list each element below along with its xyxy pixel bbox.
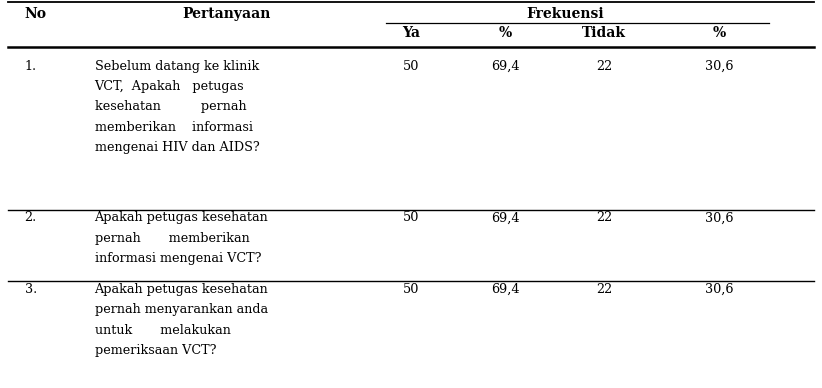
Text: 22: 22: [596, 211, 612, 225]
Text: Apakah petugas kesehatan: Apakah petugas kesehatan: [95, 211, 268, 225]
Text: %: %: [713, 26, 726, 40]
Text: 50: 50: [403, 283, 419, 296]
Text: %: %: [499, 26, 512, 40]
Text: memberikan    informasi: memberikan informasi: [95, 121, 252, 134]
Text: Pertanyaan: Pertanyaan: [182, 7, 270, 21]
Text: 22: 22: [596, 283, 612, 296]
Text: Frekuensi: Frekuensi: [526, 7, 604, 21]
Text: informasi mengenai VCT?: informasi mengenai VCT?: [95, 252, 261, 265]
Text: mengenai HIV dan AIDS?: mengenai HIV dan AIDS?: [95, 141, 259, 154]
Text: 2.: 2.: [25, 211, 37, 225]
Text: Apakah petugas kesehatan: Apakah petugas kesehatan: [95, 283, 268, 296]
Text: 1.: 1.: [25, 60, 37, 73]
Text: Sebelum datang ke klinik: Sebelum datang ke klinik: [95, 60, 259, 73]
Text: 22: 22: [596, 60, 612, 73]
Text: Tidak: Tidak: [582, 26, 626, 40]
Text: 50: 50: [403, 60, 419, 73]
Text: pemeriksaan VCT?: pemeriksaan VCT?: [95, 344, 216, 357]
Text: 3.: 3.: [25, 283, 37, 296]
Text: 69,4: 69,4: [492, 283, 520, 296]
Text: pernah       memberikan: pernah memberikan: [95, 232, 249, 245]
Text: 30,6: 30,6: [705, 60, 733, 73]
Text: 50: 50: [403, 211, 419, 225]
Text: 69,4: 69,4: [492, 211, 520, 225]
Text: Ya: Ya: [402, 26, 420, 40]
Text: No: No: [25, 7, 47, 21]
Text: 69,4: 69,4: [492, 60, 520, 73]
Text: untuk       melakukan: untuk melakukan: [95, 324, 230, 337]
Text: 30,6: 30,6: [705, 211, 733, 225]
Text: kesehatan          pernah: kesehatan pernah: [95, 100, 246, 114]
Text: pernah menyarankan anda: pernah menyarankan anda: [95, 303, 268, 317]
Text: VCT,  Apakah   petugas: VCT, Apakah petugas: [95, 80, 244, 94]
Text: 30,6: 30,6: [705, 283, 733, 296]
